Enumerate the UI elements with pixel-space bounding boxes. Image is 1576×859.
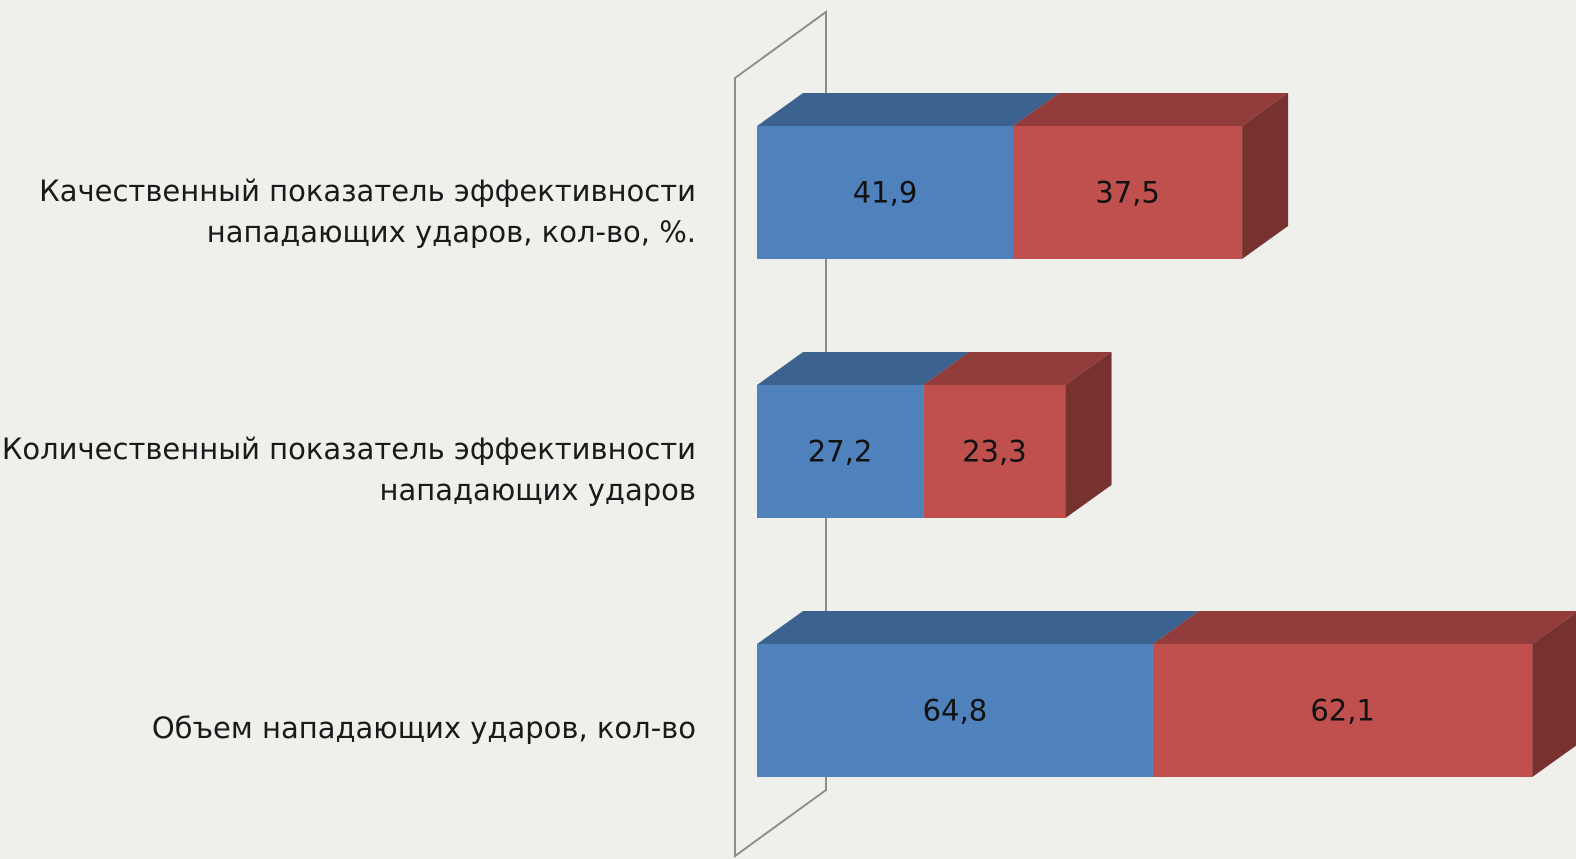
data-label-s0-c0: 41,9 (853, 176, 918, 210)
bar-top-s0-c2 (757, 611, 1199, 644)
bar-s1-c0 (1013, 126, 1243, 259)
bar-top-s1-c2 (1152, 611, 1576, 644)
data-label-s0-c1: 27,2 (808, 435, 873, 469)
category-label-quantity: Количественный показатель эффективности … (1, 432, 696, 507)
bar-s1-c1 (923, 385, 1066, 518)
data-label-s1-c0: 37,5 (1095, 176, 1160, 210)
axis-wall (734, 10, 827, 858)
bar-s0-c2 (757, 644, 1153, 777)
data-label-s1-c2: 62,1 (1310, 694, 1375, 728)
bar-top-s1-c0 (1013, 93, 1289, 126)
bar-s0-c0 (757, 126, 1014, 259)
bar-side-c1 (1065, 352, 1112, 518)
bar-top-s0-c0 (757, 93, 1060, 126)
bar-side-c0 (1242, 93, 1289, 259)
data-label-s0-c2: 64,8 (923, 694, 988, 728)
category-label-volume: Объем нападающих ударов, кол-во (151, 710, 696, 745)
bar-s1-c2 (1152, 644, 1533, 777)
data-label-s1-c1: 23,3 (962, 435, 1027, 469)
bar-top-s0-c1 (757, 352, 970, 385)
bar-s0-c1 (757, 385, 924, 518)
bar-top-s1-c1 (923, 352, 1112, 385)
category-label-quality: Качественный показатель эффективности на… (39, 174, 696, 249)
bar-side-c2 (1532, 612, 1576, 777)
